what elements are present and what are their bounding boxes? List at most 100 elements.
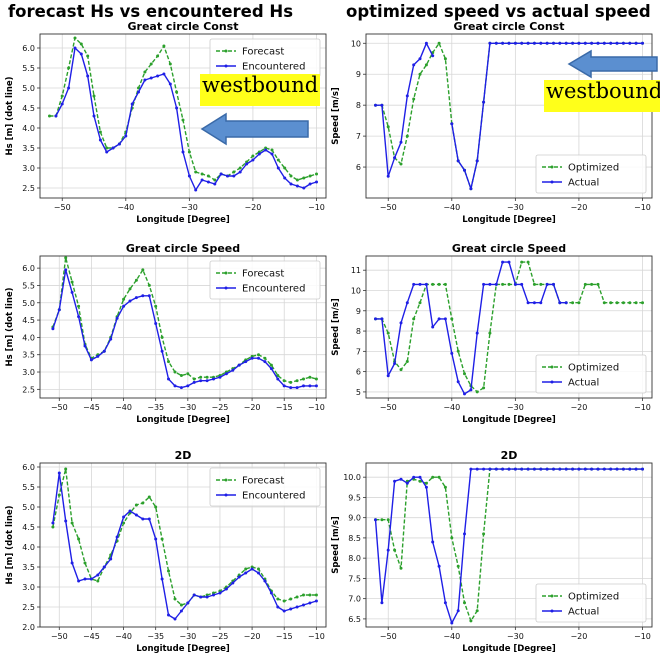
- data-point: [418, 479, 422, 483]
- y-tick-label: 3.0: [22, 368, 35, 377]
- data-point: [431, 540, 435, 544]
- data-point: [399, 162, 403, 166]
- data-point: [154, 304, 158, 308]
- data-point: [374, 317, 377, 321]
- data-point: [147, 294, 151, 298]
- westbound-arrow-right: [567, 49, 658, 79]
- y-tick-label: 4.5: [22, 104, 35, 113]
- data-point: [539, 282, 543, 286]
- data-point: [154, 537, 158, 541]
- data-point: [424, 63, 428, 67]
- data-point: [98, 130, 102, 134]
- data-point: [424, 481, 428, 485]
- data-point: [282, 599, 286, 603]
- chart-title: Great circle Const: [454, 20, 565, 33]
- data-point: [380, 103, 384, 107]
- data-point: [494, 41, 498, 45]
- data-point: [399, 321, 403, 325]
- data-point: [520, 41, 524, 45]
- data-point: [57, 471, 61, 475]
- data-point: [137, 86, 140, 90]
- data-point: [437, 564, 441, 568]
- data-point: [187, 150, 191, 154]
- data-point: [552, 41, 555, 45]
- data-point: [386, 125, 390, 129]
- data-point: [437, 282, 441, 286]
- data-point: [251, 158, 255, 162]
- data-point: [77, 579, 81, 583]
- chart-5: −50 −45 −40 −35 −30 −25 −20 −15 −10 2.0 2.5 3.0 3.5 4…: [5, 449, 327, 654]
- data-point: [295, 178, 299, 182]
- data-point: [437, 41, 441, 45]
- data-point: [393, 479, 397, 483]
- data-point: [507, 41, 511, 45]
- x-tick-label: −35: [147, 403, 164, 412]
- data-point: [295, 605, 299, 609]
- data-point: [443, 282, 447, 286]
- data-point: [399, 566, 403, 570]
- x-tick-label: −20: [570, 403, 587, 412]
- data-point: [143, 78, 147, 82]
- x-tick-label: −40: [115, 403, 132, 412]
- data-point: [122, 521, 126, 525]
- y-tick-label: 6.0: [22, 44, 35, 53]
- legend-marker: [550, 165, 554, 169]
- x-tick-label: −40: [443, 403, 460, 412]
- y-tick-label: 3.5: [22, 563, 35, 572]
- data-point: [122, 304, 126, 308]
- data-point: [380, 518, 384, 522]
- data-point: [134, 296, 138, 300]
- plot-frame: [365, 255, 653, 399]
- data-point: [482, 282, 486, 286]
- westbound-arrow-left: [200, 112, 309, 146]
- data-point: [558, 301, 562, 305]
- data-point: [501, 467, 505, 471]
- data-point: [54, 114, 58, 118]
- data-point: [57, 308, 61, 312]
- data-point: [251, 154, 255, 158]
- data-point: [494, 467, 498, 471]
- legend-marker: [550, 609, 554, 613]
- data-point: [539, 467, 543, 471]
- legend-label: Encountered: [242, 284, 305, 295]
- x-tick-label: −20: [244, 403, 261, 412]
- legend-marker: [550, 365, 554, 369]
- data-point: [628, 41, 632, 45]
- data-point: [539, 301, 543, 305]
- data-point: [168, 82, 172, 86]
- left-column-title: forecast Hs vs encountered Hs: [8, 2, 294, 21]
- y-tick-label: 6.0: [22, 264, 35, 273]
- data-point: [501, 41, 505, 45]
- data-point: [302, 593, 305, 597]
- data-point: [571, 467, 575, 471]
- data-point: [463, 601, 466, 605]
- y-tick-label: 5.5: [22, 64, 35, 73]
- data-point: [488, 282, 492, 286]
- x-tick-label: −50: [380, 403, 397, 412]
- data-point: [105, 146, 109, 150]
- data-point: [237, 575, 241, 579]
- data-point: [141, 517, 145, 521]
- data-point: [244, 360, 248, 364]
- data-point: [539, 41, 543, 45]
- y-tick-label: 5.0: [22, 299, 35, 308]
- data-point: [257, 567, 260, 571]
- data-point: [64, 467, 68, 471]
- x-tick-label: −20: [244, 203, 261, 212]
- data-point: [218, 375, 222, 379]
- data-point: [149, 76, 153, 80]
- series-actual: [374, 41, 644, 191]
- series-line-actual: [375, 42, 434, 178]
- data-point: [70, 280, 74, 284]
- x-tick-label: −35: [147, 632, 164, 641]
- data-point: [475, 159, 479, 163]
- data-point: [399, 477, 403, 481]
- data-point: [192, 593, 196, 597]
- legend-box: [535, 154, 647, 194]
- y-tick-label: 6: [356, 163, 361, 172]
- y-tick-label: 9.0: [348, 514, 361, 523]
- data-point: [482, 386, 486, 390]
- data-point: [314, 593, 318, 597]
- data-point: [590, 41, 594, 45]
- legend-label: Optimized: [568, 163, 619, 174]
